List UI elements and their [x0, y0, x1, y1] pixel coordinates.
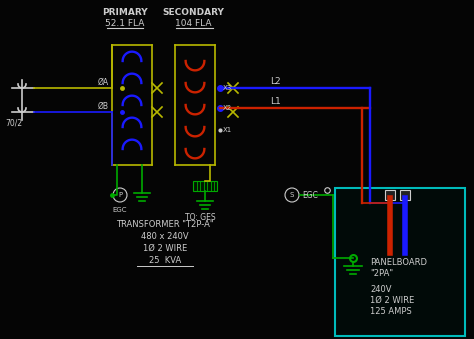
Text: 104 FLA: 104 FLA — [175, 19, 211, 28]
Text: "2PA": "2PA" — [370, 269, 393, 278]
Text: EGC: EGC — [302, 191, 318, 199]
Text: EGC: EGC — [113, 207, 127, 213]
Text: L1: L1 — [270, 97, 281, 106]
Text: L2: L2 — [270, 77, 281, 86]
Text: X2: X2 — [223, 105, 232, 111]
Text: X3: X3 — [223, 85, 232, 91]
Text: PRIMARY: PRIMARY — [102, 8, 148, 17]
Text: SECONDARY: SECONDARY — [162, 8, 224, 17]
Text: 125 AMPS: 125 AMPS — [370, 307, 412, 316]
Text: ØB: ØB — [98, 102, 109, 111]
Text: P: P — [118, 192, 122, 198]
Text: 1Ø 2 WIRE: 1Ø 2 WIRE — [370, 296, 414, 305]
Text: ØA: ØA — [98, 78, 109, 87]
Text: PANELBOARD: PANELBOARD — [370, 258, 427, 267]
Text: 480 x 240V: 480 x 240V — [141, 232, 189, 241]
Bar — [385, 190, 395, 200]
Bar — [335, 188, 465, 336]
Text: S: S — [290, 192, 294, 198]
Bar — [193, 181, 217, 191]
Text: 70/2: 70/2 — [5, 119, 22, 128]
Text: 25  KVA: 25 KVA — [149, 256, 181, 265]
Text: TRANSFORMER "T2P-A": TRANSFORMER "T2P-A" — [116, 220, 214, 229]
Bar — [400, 190, 410, 200]
Text: 240V: 240V — [370, 285, 392, 294]
Text: TO: GES: TO: GES — [185, 213, 215, 222]
Text: 1Ø 2 WIRE: 1Ø 2 WIRE — [143, 244, 187, 253]
Text: 52.1 FLA: 52.1 FLA — [105, 19, 145, 28]
Text: X1: X1 — [223, 127, 232, 133]
